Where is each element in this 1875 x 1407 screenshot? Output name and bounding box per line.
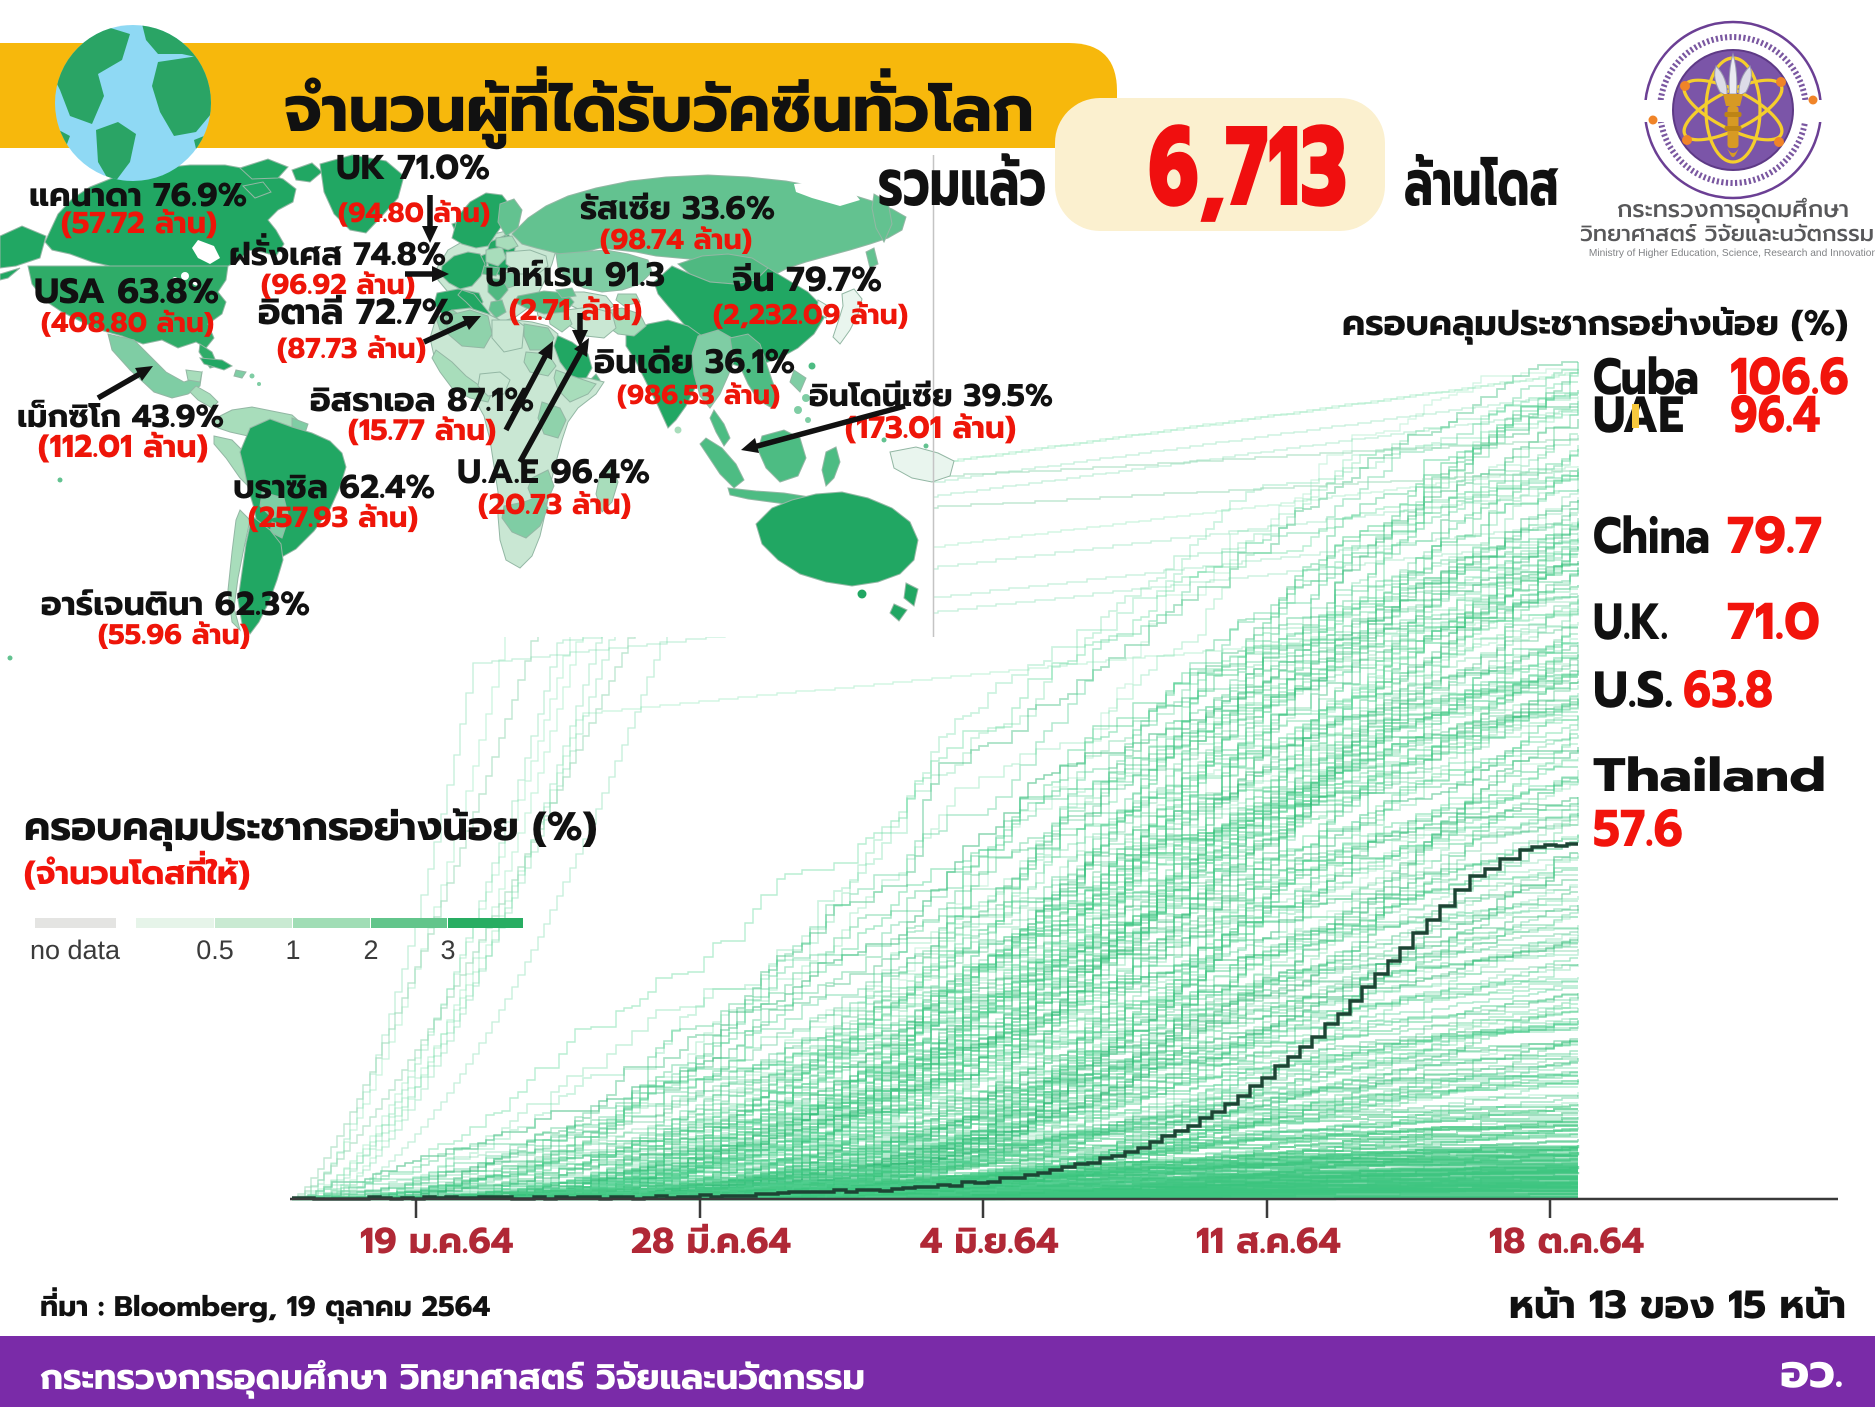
svg-text:1: 1 bbox=[285, 935, 300, 965]
svg-text:2: 2 bbox=[363, 935, 378, 965]
svg-text:3: 3 bbox=[440, 935, 455, 965]
svg-text:0.5: 0.5 bbox=[196, 935, 234, 965]
svg-text:Ministry of Higher Education,: Ministry of Higher Education, Science, R… bbox=[1589, 248, 1875, 259]
svg-text:no data: no data bbox=[30, 935, 121, 965]
